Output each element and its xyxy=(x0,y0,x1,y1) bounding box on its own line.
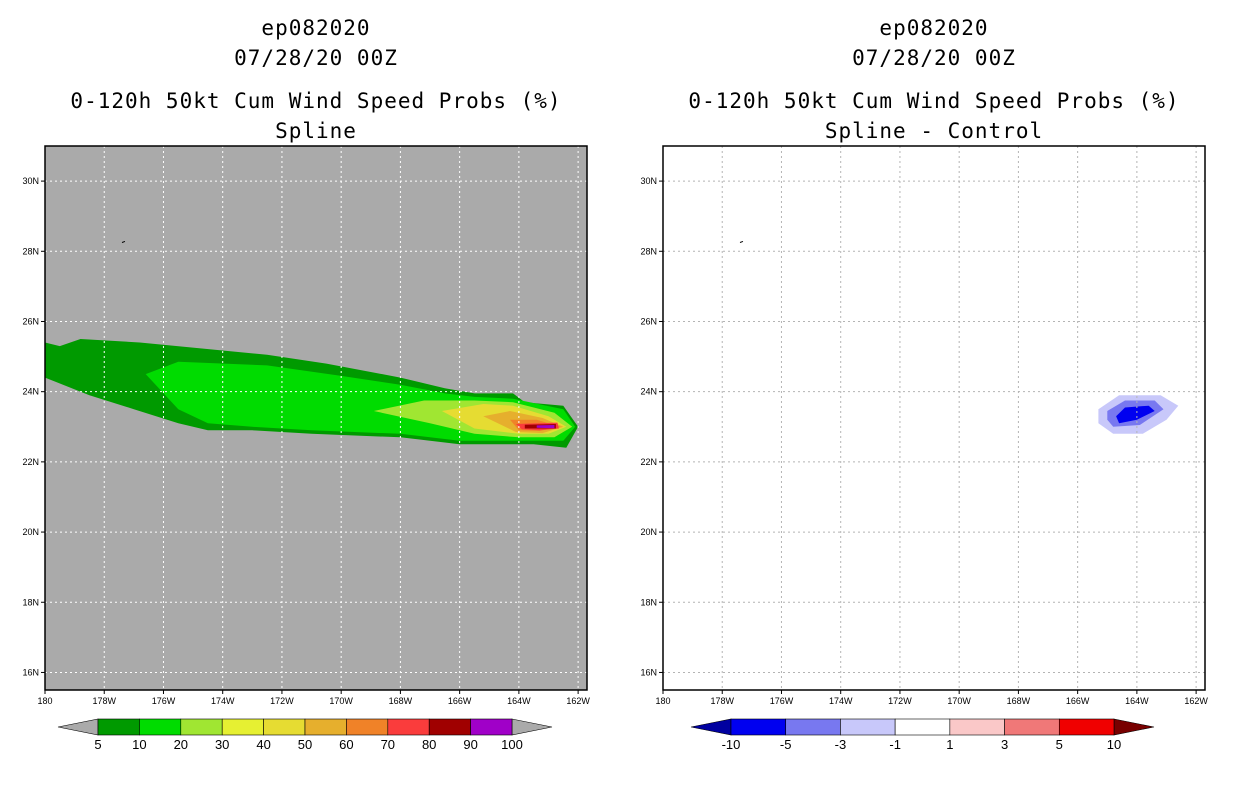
left-colorbar-swatch xyxy=(263,718,306,736)
left-y-tick-label: 16N xyxy=(22,667,39,677)
right-title-date: 07/28/20 00Z xyxy=(852,46,1016,70)
right-y-tick-label: 22N xyxy=(640,457,657,467)
left-y-tick-label: 28N xyxy=(22,246,39,256)
right-colorbar-label: -10 xyxy=(722,737,741,752)
left-y-tick-label: 18N xyxy=(22,597,39,607)
left-colorbar-swatch xyxy=(221,718,264,736)
left-x-tick-label: 170W xyxy=(329,696,353,706)
left-y-tick-label: 30N xyxy=(22,176,39,186)
right-y-tick-label: 28N xyxy=(640,246,657,256)
right-x-tick-label: 166W xyxy=(1066,696,1090,706)
right-colorbar-swatch xyxy=(840,718,896,736)
right-colorbar-label: 3 xyxy=(1001,737,1008,752)
left-colorbar-swatch xyxy=(346,718,389,736)
right-y-tick-label: 24N xyxy=(640,387,657,397)
right-colorbar-under-arrow xyxy=(690,718,732,736)
right-contour-neg5 xyxy=(1116,405,1155,424)
left-colorbar-label: 40 xyxy=(256,737,270,752)
left-x-tick-label: 176W xyxy=(152,696,176,706)
right-title-method: Spline - Control xyxy=(824,119,1044,143)
left-colorbar-label: 60 xyxy=(339,737,353,752)
right-x-tick-label: 180 xyxy=(655,696,670,706)
left-y-tick-label: 22N xyxy=(22,457,39,467)
left-colorbar-label: 20 xyxy=(174,737,188,752)
left-x-tick-label: 162W xyxy=(566,696,590,706)
left-contour-group xyxy=(45,339,579,448)
left-colorbar-label: 90 xyxy=(463,737,477,752)
left-colorbar-label: 5 xyxy=(94,737,101,752)
right-colorbar-swatch xyxy=(730,718,787,736)
left-map-frame xyxy=(44,145,588,691)
right-x-tick-label: 162W xyxy=(1184,696,1208,706)
right-colorbar-label: -1 xyxy=(889,737,901,752)
right-colorbar-swatch xyxy=(894,718,951,736)
left-y-tick-label: 26N xyxy=(22,316,39,326)
left-map-panel: 180 178W 176W 174W 172W 170W 168W 166W 164W 162W 3… xyxy=(22,145,590,706)
right-y-tick-label: 20N xyxy=(640,527,657,537)
left-x-tick-label: 166W xyxy=(448,696,472,706)
left-y-tick-label: 20N xyxy=(22,527,39,537)
left-colorbar-label: 70 xyxy=(381,737,395,752)
left-colorbar-swatch xyxy=(470,718,513,736)
left-x-tick-label: 172W xyxy=(270,696,294,706)
left-title-product: 0-120h 50kt Cum Wind Speed Probs (%) xyxy=(70,89,562,113)
right-x-tick-label: 172W xyxy=(888,696,912,706)
left-y-tick-label: 24N xyxy=(22,387,39,397)
right-y-tick-label: 30N xyxy=(640,176,657,186)
left-colorbar: 5 10 20 30 40 50 60 70 80 90 100 xyxy=(57,718,553,752)
right-x-tick-label: 164W xyxy=(1125,696,1149,706)
right-colorbar-swatch xyxy=(949,718,1005,736)
left-colorbar-under-arrow xyxy=(57,718,99,736)
left-title-storm: ep082020 xyxy=(261,16,371,40)
left-colorbar-label: 30 xyxy=(215,737,229,752)
right-island-mark xyxy=(739,240,744,243)
left-island-mark xyxy=(121,240,126,243)
left-x-tick-label: 168W xyxy=(389,696,413,706)
left-x-tick-label: 178W xyxy=(92,696,116,706)
left-colorbar-label: 80 xyxy=(422,737,436,752)
left-contour-90 xyxy=(536,425,555,429)
right-y-tick-label: 18N xyxy=(640,597,657,607)
right-title-product: 0-120h 50kt Cum Wind Speed Probs (%) xyxy=(688,89,1180,113)
right-x-tick-label: 168W xyxy=(1007,696,1031,706)
right-colorbar-swatch xyxy=(1058,718,1115,736)
left-x-tick-label: 164W xyxy=(507,696,531,706)
right-y-tick-label: 16N xyxy=(640,667,657,677)
right-colorbar-label: 5 xyxy=(1056,737,1063,752)
left-colorbar-swatch xyxy=(428,718,471,736)
left-colorbar-label: 50 xyxy=(298,737,312,752)
right-colorbar-swatch xyxy=(785,718,841,736)
right-x-tick-label: 170W xyxy=(947,696,971,706)
right-x-tick-label: 174W xyxy=(829,696,853,706)
left-x-tick-label: 180 xyxy=(37,696,52,706)
right-y-tick-label: 26N xyxy=(640,316,657,326)
right-map-frame xyxy=(662,145,1206,691)
right-contour-group xyxy=(1098,395,1179,434)
left-colorbar-label: 10 xyxy=(132,737,146,752)
left-title-date: 07/28/20 00Z xyxy=(234,46,398,70)
right-colorbar-over-arrow xyxy=(1113,718,1155,736)
right-colorbar-label: -5 xyxy=(780,737,792,752)
left-colorbar-swatch xyxy=(180,718,223,736)
left-colorbar-swatch xyxy=(97,718,140,736)
left-colorbar-swatch xyxy=(304,718,347,736)
left-colorbar-over-arrow xyxy=(511,718,553,736)
left-colorbar-swatch xyxy=(387,718,430,736)
right-x-tick-label: 176W xyxy=(770,696,794,706)
right-colorbar-label: 1 xyxy=(946,737,953,752)
left-colorbar-swatch xyxy=(139,718,182,736)
right-x-tick-label: 178W xyxy=(710,696,734,706)
left-title-method: Spline xyxy=(275,119,357,143)
right-title-storm: ep082020 xyxy=(879,16,989,40)
right-map-panel: 180 178W 176W 174W 172W 170W 168W 166W 164W 162W 3… xyxy=(640,145,1208,706)
right-colorbar: -10 -5 -3 -1 1 3 5 10 xyxy=(690,718,1155,752)
left-colorbar-label: 100 xyxy=(501,737,523,752)
right-colorbar-swatch xyxy=(1004,718,1060,736)
left-x-tick-label: 174W xyxy=(211,696,235,706)
right-colorbar-label: 10 xyxy=(1107,737,1121,752)
right-colorbar-label: -3 xyxy=(835,737,847,752)
